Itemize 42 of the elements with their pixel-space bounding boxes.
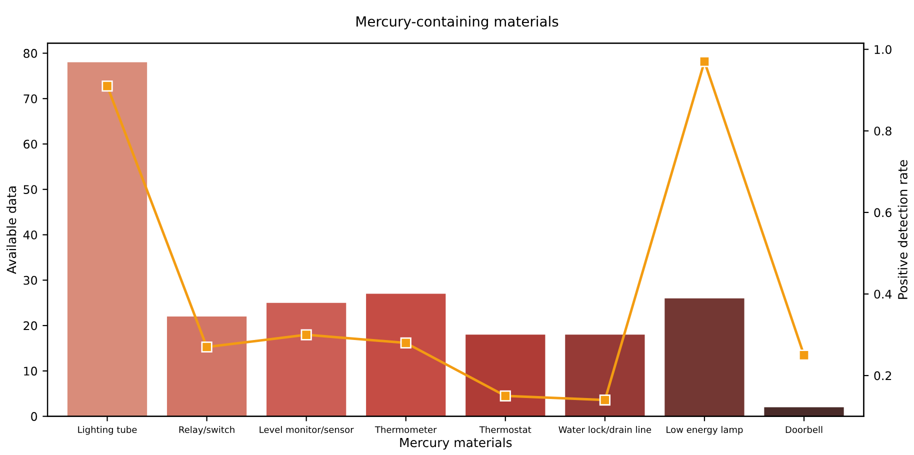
- point: [300, 329, 312, 340]
- y-tick-label: 40: [23, 230, 38, 240]
- x-tick-label: Relay/switch: [179, 426, 234, 435]
- x-tick-label: Low energy lamp: [666, 426, 743, 435]
- y-tick-label: 70: [24, 94, 38, 104]
- bar: [664, 298, 744, 416]
- y-tick-label: 10: [24, 366, 38, 376]
- y-tick-label: 50: [24, 185, 38, 194]
- x-tick-label: Thermometer: [374, 426, 437, 434]
- bar: [166, 316, 247, 416]
- x-tick-label: Thermostat: [479, 426, 532, 434]
- y2-tick-label: 0.6: [874, 208, 892, 218]
- point: [698, 56, 710, 68]
- y-tick-label: 0: [31, 412, 38, 421]
- y2-tick-label: 0.2: [874, 371, 892, 380]
- y-tick-label: 80: [24, 48, 38, 58]
- point: [400, 337, 412, 348]
- bar: [764, 407, 844, 416]
- y-tick-label: 20: [24, 321, 38, 330]
- chart-title: Mercury-containing materials: [356, 16, 558, 30]
- x-axis-title: Mercury materials: [400, 438, 512, 450]
- y-tick-label: 30: [24, 276, 38, 285]
- y2-tick-label: 0.4: [874, 290, 892, 299]
- bar: [266, 302, 346, 416]
- y2-tick-label: 1.0: [874, 45, 892, 54]
- bar: [466, 334, 546, 416]
- point: [102, 80, 113, 92]
- x-tick-label: Doorbell: [786, 426, 822, 434]
- point: [798, 350, 810, 361]
- point: [201, 341, 212, 353]
- x-tick-label: Level monitor/sensor: [260, 426, 354, 434]
- x-tick-label: Water lock/drain line: [558, 426, 652, 434]
- bar: [366, 294, 446, 416]
- bar: [565, 334, 645, 416]
- point: [599, 394, 610, 406]
- y2-axis-title: Positive detection rate: [898, 160, 908, 299]
- x-tick-label: Lighting tube: [78, 426, 137, 435]
- y-axis-title: Available data: [6, 186, 16, 274]
- point: [500, 390, 511, 402]
- bar: [67, 62, 148, 416]
- y2-tick-label: 0.8: [874, 126, 892, 136]
- y-tick-label: 60: [24, 140, 38, 149]
